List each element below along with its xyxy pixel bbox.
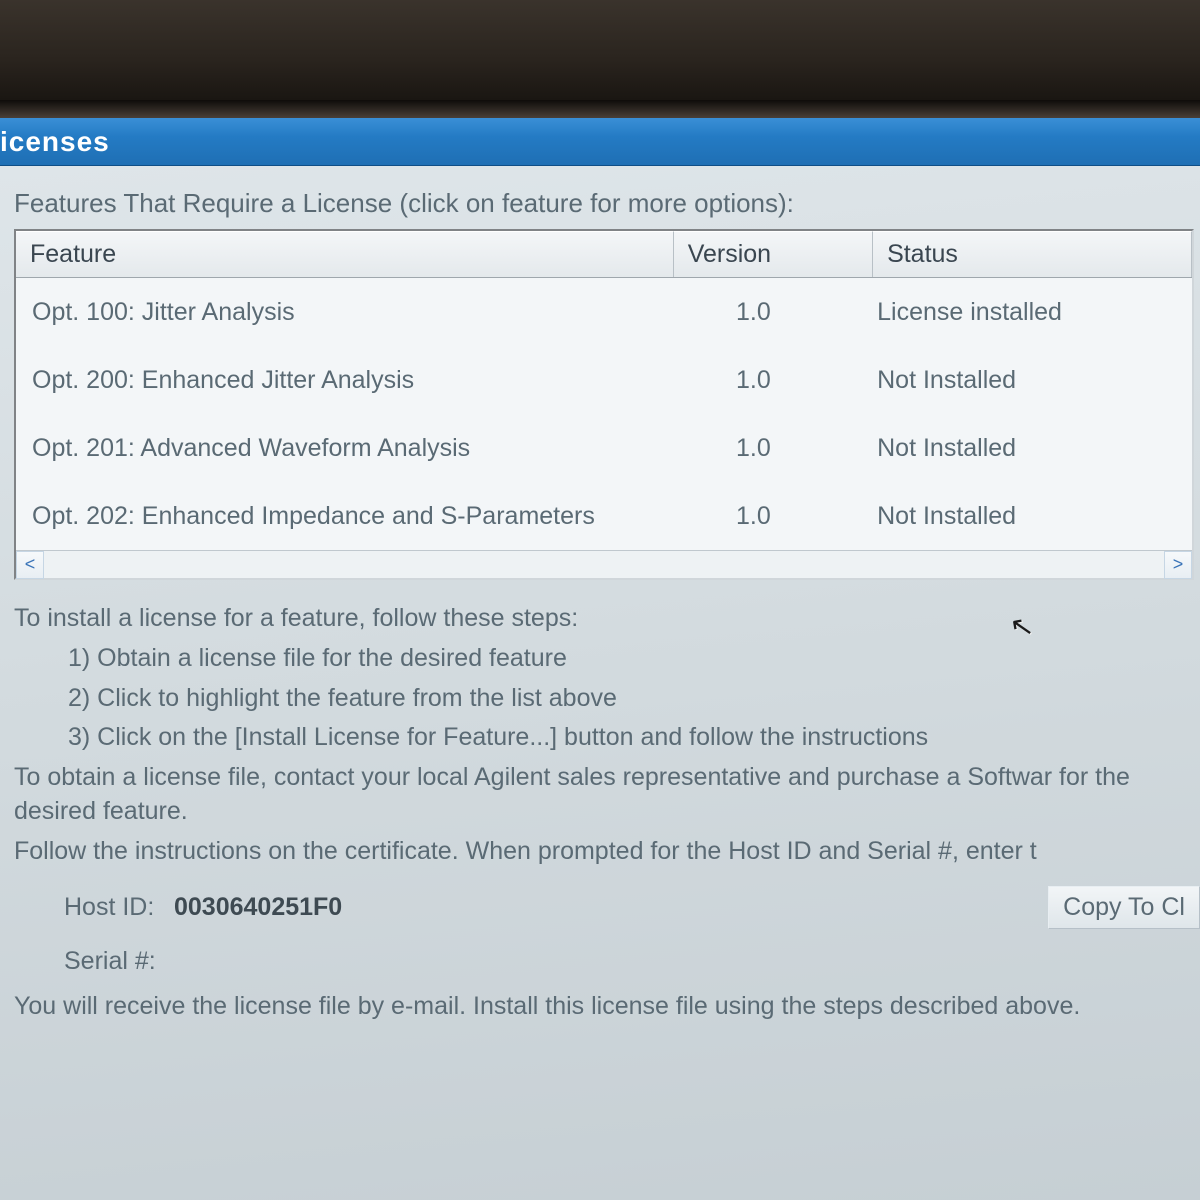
column-header-feature[interactable]: Feature <box>16 231 674 277</box>
instructions-block: To install a license for a feature, foll… <box>14 602 1200 868</box>
listview-header: Feature Version Status <box>16 231 1192 278</box>
cell-feature: Opt. 200: Enhanced Jitter Analysis <box>16 366 674 395</box>
features-section-label: Features That Require a License (click o… <box>14 188 1200 219</box>
column-header-status[interactable]: Status <box>873 231 1192 277</box>
window-titlebar[interactable]: icenses <box>0 118 1200 166</box>
listview-body: Opt. 100: Jitter Analysis 1.0 License in… <box>16 278 1192 550</box>
features-listview: Feature Version Status Opt. 100: Jitter … <box>14 229 1194 580</box>
cell-feature: Opt. 202: Enhanced Impedance and S-Param… <box>16 502 674 531</box>
instructions-step-2: 2) Click to highlight the feature from t… <box>14 682 1200 716</box>
chevron-left-icon: < <box>25 554 36 575</box>
screen-area: icenses Features That Require a License … <box>0 118 1200 1200</box>
host-id-label: Host ID: <box>14 893 174 922</box>
table-row[interactable]: Opt. 100: Jitter Analysis 1.0 License in… <box>16 278 1192 346</box>
table-row[interactable]: Opt. 200: Enhanced Jitter Analysis 1.0 N… <box>16 346 1192 414</box>
column-header-version[interactable]: Version <box>674 231 873 277</box>
footer-note-block: You will receive the license file by e-m… <box>14 990 1200 1024</box>
cell-status: Not Installed <box>873 502 1192 531</box>
cell-feature: Opt. 100: Jitter Analysis <box>16 298 674 327</box>
chevron-right-icon: > <box>1173 554 1184 575</box>
cell-version: 1.0 <box>674 298 873 327</box>
table-row[interactable]: Opt. 202: Enhanced Impedance and S-Param… <box>16 482 1192 550</box>
instructions-follow: Follow the instructions on the certifica… <box>14 835 1200 869</box>
window-title: icenses <box>0 126 110 157</box>
client-area: Features That Require a License (click o… <box>0 166 1200 1200</box>
scroll-left-button[interactable]: < <box>16 551 44 579</box>
monitor-bezel-edge <box>0 100 1200 118</box>
instructions-step-1: 1) Obtain a license file for the desired… <box>14 642 1200 676</box>
host-id-line: Host ID: 0030640251F0 Copy To Cl <box>14 886 1200 929</box>
cell-version: 1.0 <box>674 502 873 531</box>
monitor-bezel <box>0 0 1200 100</box>
serial-label: Serial #: <box>14 947 174 976</box>
instructions-intro: To install a license for a feature, foll… <box>14 602 1200 636</box>
footer-note: You will receive the license file by e-m… <box>14 990 1200 1024</box>
instructions-step-3: 3) Click on the [Install License for Fea… <box>14 721 1200 755</box>
cell-feature: Opt. 201: Advanced Waveform Analysis <box>16 434 674 463</box>
scroll-right-button[interactable]: > <box>1164 551 1192 579</box>
cell-status: License installed <box>873 298 1192 327</box>
horizontal-scrollbar[interactable]: < > <box>16 550 1192 578</box>
instructions-obtain: To obtain a license file, contact your l… <box>14 761 1200 829</box>
table-row[interactable]: Opt. 201: Advanced Waveform Analysis 1.0… <box>16 414 1192 482</box>
cell-version: 1.0 <box>674 434 873 463</box>
scroll-track[interactable] <box>44 551 1164 578</box>
cell-status: Not Installed <box>873 434 1192 463</box>
host-id-value: 0030640251F0 <box>174 893 934 922</box>
cell-version: 1.0 <box>674 366 873 395</box>
copy-to-clipboard-button[interactable]: Copy To Cl <box>1048 886 1200 929</box>
serial-line: Serial #: <box>14 947 1200 976</box>
cell-status: Not Installed <box>873 366 1192 395</box>
